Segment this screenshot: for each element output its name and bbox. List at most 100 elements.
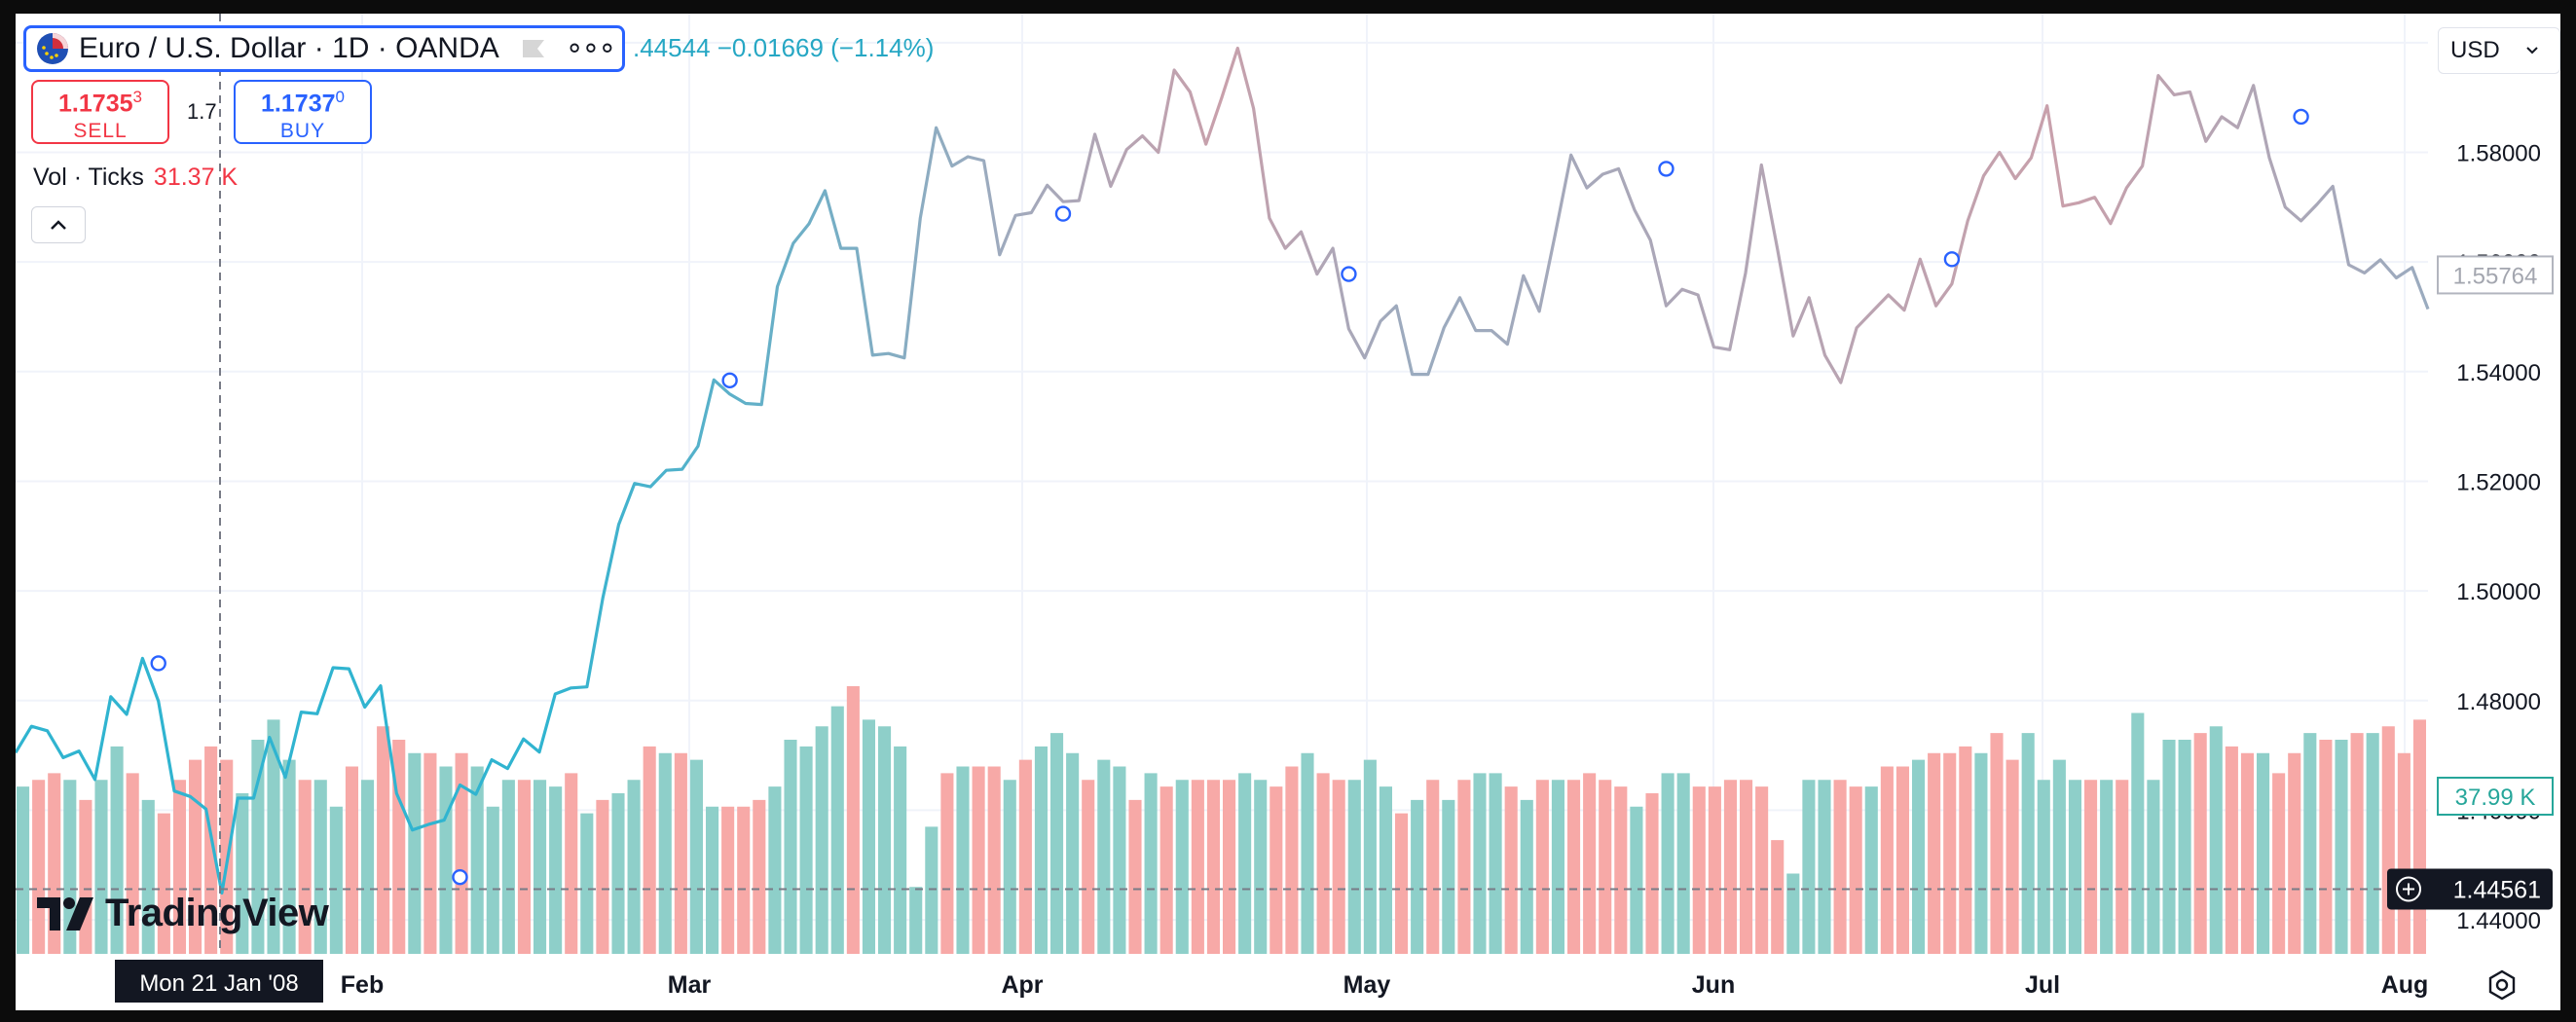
volume-bar bbox=[1379, 786, 1392, 954]
volume-bar bbox=[1082, 780, 1095, 954]
event-markers bbox=[150, 108, 2309, 886]
volume-bar bbox=[1206, 780, 1220, 954]
volume-bar bbox=[2366, 733, 2379, 954]
volume-bar bbox=[534, 780, 547, 954]
volume-bar bbox=[2303, 733, 2317, 954]
last-price-label: 1.55764 bbox=[2453, 263, 2538, 289]
volume-legend[interactable]: Vol · Ticks 31.37 K bbox=[33, 164, 238, 192]
crosshair: Mon 21 Jan '08 1.44561 bbox=[16, 14, 2553, 1003]
volume-bar bbox=[2193, 733, 2207, 954]
volume-bar bbox=[1489, 773, 1502, 954]
volume-bar bbox=[189, 759, 202, 954]
event-marker bbox=[1054, 205, 1072, 222]
sell-button[interactable]: 1.17353 SELL bbox=[31, 80, 169, 144]
price-change-readout: .44544 −0.01669 (−1.14%) bbox=[633, 33, 935, 62]
volume-bar bbox=[1599, 780, 1612, 954]
volume-bar bbox=[878, 726, 892, 954]
volume-bar bbox=[737, 806, 751, 954]
volume-bar bbox=[1943, 752, 1957, 954]
event-marker bbox=[1943, 251, 1961, 268]
volume-bar bbox=[2116, 780, 2129, 954]
volume-bar bbox=[2257, 752, 2270, 954]
volume-bar bbox=[549, 786, 563, 954]
volume-bar bbox=[1959, 746, 1972, 954]
volume-bar bbox=[2209, 726, 2223, 954]
volume-bar bbox=[455, 752, 468, 954]
volume-bar bbox=[1003, 780, 1016, 954]
volume-bar bbox=[2272, 773, 2286, 954]
volume-bar bbox=[2381, 726, 2395, 954]
volume-bar bbox=[1630, 806, 1643, 954]
volume-bar bbox=[2225, 746, 2238, 954]
volume-bar bbox=[565, 773, 578, 954]
event-marker bbox=[1658, 161, 1674, 177]
volume-bar bbox=[643, 746, 656, 954]
price-tick-label: 1.54000 bbox=[2456, 360, 2541, 386]
volume-bar bbox=[1034, 746, 1048, 954]
time-axis: Feb Mar Apr May Jun Jul Aug bbox=[341, 971, 2429, 999]
buy-button[interactable]: 1.17370 BUY bbox=[234, 80, 372, 144]
time-tick-label: Jun bbox=[1692, 971, 1735, 999]
crosshair-price-box bbox=[2387, 868, 2553, 910]
price-tick-label: 1.58000 bbox=[2456, 141, 2541, 167]
collapse-legend-button[interactable] bbox=[31, 206, 86, 243]
volume-bar bbox=[1395, 813, 1409, 954]
flag-tag-icon[interactable] bbox=[521, 38, 546, 59]
volume-bar bbox=[1270, 786, 1283, 954]
volume-bar bbox=[32, 780, 46, 954]
volume-histogram bbox=[17, 686, 2426, 954]
volume-bar bbox=[1740, 780, 1753, 954]
volume-bar bbox=[1254, 780, 1268, 954]
volume-bar bbox=[2068, 780, 2081, 954]
volume-bar bbox=[439, 766, 453, 954]
volume-bar bbox=[470, 766, 484, 954]
volume-bar bbox=[172, 780, 186, 954]
volume-bar bbox=[2100, 780, 2114, 954]
price-tick-label: 1.52000 bbox=[2456, 469, 2541, 495]
volume-bar bbox=[1567, 780, 1581, 954]
more-horizontal-icon[interactable]: ∘∘∘ bbox=[565, 32, 616, 64]
volume-bar bbox=[1473, 773, 1487, 954]
price-tick-label: 1.50000 bbox=[2456, 579, 2541, 605]
volume-bar bbox=[2319, 740, 2333, 954]
volume-bar bbox=[2131, 712, 2145, 954]
event-marker bbox=[2293, 108, 2309, 126]
volume-bar bbox=[1990, 733, 2004, 954]
volume-bar bbox=[1097, 759, 1111, 954]
volume-bar bbox=[2021, 733, 2035, 954]
volume-bar bbox=[345, 766, 358, 954]
volume-bar bbox=[1442, 799, 1455, 954]
volume-bar bbox=[721, 806, 735, 954]
volume-bar bbox=[1864, 786, 1878, 954]
time-tick-label: May bbox=[1343, 971, 1391, 999]
volume-bar bbox=[1802, 780, 1816, 954]
crosshair-price-label: 1.44561 bbox=[2453, 876, 2541, 903]
volume-bar bbox=[1316, 773, 1330, 954]
volume-bar bbox=[799, 746, 813, 954]
chevron-down-icon bbox=[2525, 47, 2538, 55]
volume-bar bbox=[753, 799, 766, 954]
settings-icon[interactable] bbox=[2484, 967, 2520, 1003]
volume-bar bbox=[1426, 780, 1440, 954]
volume-bar bbox=[1974, 752, 1988, 954]
volume-bar bbox=[1645, 793, 1659, 954]
tradingview-logo[interactable]: TradingView bbox=[37, 892, 329, 935]
volume-legend-value: 31.37 K bbox=[153, 164, 239, 191]
volume-bar bbox=[1191, 780, 1204, 954]
volume-bar bbox=[408, 752, 422, 954]
volume-bar bbox=[1551, 780, 1564, 954]
time-tick-label: Feb bbox=[341, 971, 384, 999]
symbol-info-box[interactable]: Euro / U.S. Dollar · 1D · OANDA ∘∘∘ bbox=[23, 25, 625, 72]
price-axis: 1.600001.580001.560001.540001.520001.500… bbox=[2437, 31, 2554, 934]
volume-bar bbox=[423, 752, 437, 954]
volume-bar bbox=[2178, 740, 2191, 954]
event-marker bbox=[721, 372, 738, 389]
time-tick-label: Aug bbox=[2381, 971, 2429, 999]
volume-bar bbox=[1849, 786, 1862, 954]
volume-bar bbox=[1880, 766, 1894, 954]
buy-price: 1.17370 bbox=[261, 88, 345, 118]
volume-bar bbox=[1771, 840, 1785, 954]
currency-select[interactable]: USD bbox=[2438, 27, 2560, 74]
volume-bar bbox=[1520, 799, 1533, 954]
